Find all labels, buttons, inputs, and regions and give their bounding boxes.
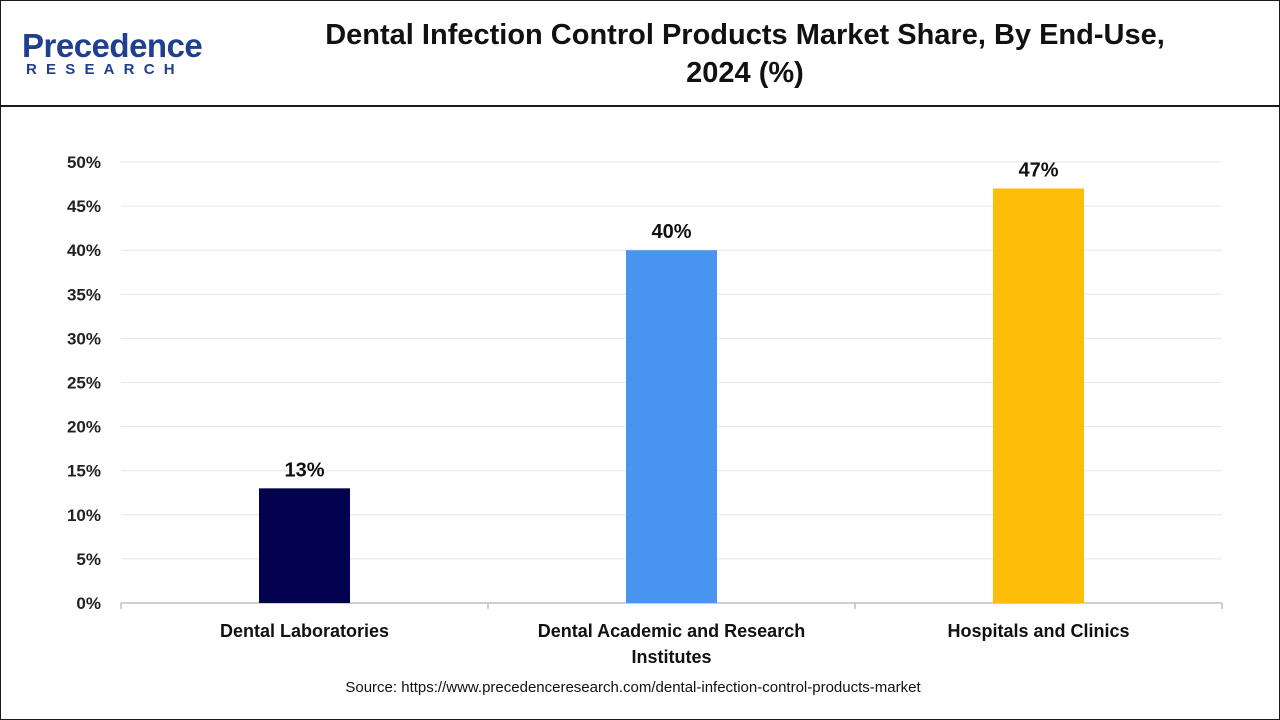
logo-subtitle: RESEARCH — [26, 61, 184, 78]
data-label: 13% — [284, 459, 324, 481]
data-label: 47% — [1018, 159, 1058, 181]
y-tick-label: 0% — [76, 594, 101, 613]
y-tick-label: 25% — [67, 374, 101, 393]
chart-title-line-2: 2024 (%) — [686, 57, 804, 89]
y-tick-label: 10% — [67, 506, 101, 525]
bar — [626, 250, 717, 603]
chart-title-line-1: Dental Infection Control Products Market… — [325, 19, 1165, 51]
data-label: 40% — [651, 221, 691, 243]
y-tick-label: 40% — [67, 241, 101, 260]
y-tick-label: 20% — [67, 418, 101, 437]
y-tick-label: 5% — [76, 550, 101, 569]
chart-header: Precedence RESEARCH Dental Infection Con… — [0, 0, 1280, 107]
y-tick-label: 30% — [67, 329, 101, 348]
x-category-label: Dental Laboratories — [220, 621, 389, 641]
bar — [259, 488, 350, 603]
x-category-label: Hospitals and Clinics — [947, 621, 1129, 641]
y-tick-label: 35% — [67, 285, 101, 304]
y-tick-label: 15% — [67, 462, 101, 481]
precedence-research-logo[interactable]: Precedence RESEARCH — [22, 28, 222, 84]
logo-wordmark: Precedence — [22, 27, 203, 64]
y-tick-label: 50% — [67, 153, 101, 172]
chart-title: Dental Infection Control Products Market… — [240, 16, 1250, 92]
source-note: Source: https://www.precedenceresearch.c… — [345, 679, 921, 696]
bar — [993, 188, 1084, 603]
y-tick-label: 45% — [67, 197, 101, 216]
x-category-label: Dental Academic and Research Institutes — [538, 621, 805, 667]
